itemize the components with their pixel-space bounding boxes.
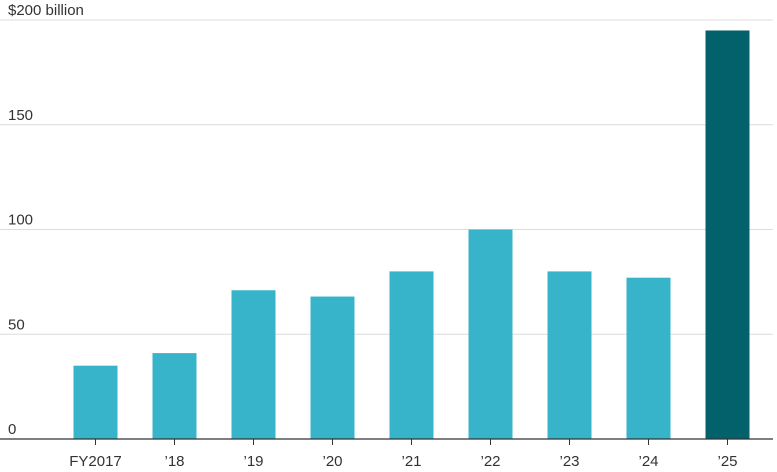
y-axis-labels: 0 50 100 150 $200 billion <box>8 2 84 438</box>
x-tick-label: ’20 <box>322 453 342 470</box>
x-tick-label: ’23 <box>559 453 579 470</box>
bars <box>73 30 750 439</box>
x-axis-ticks <box>95 439 728 445</box>
y-tick-label: 50 <box>8 316 25 333</box>
y-tick-label: 100 <box>8 212 33 229</box>
bar <box>152 353 197 439</box>
bar <box>626 277 671 439</box>
bar <box>73 365 118 439</box>
bar <box>468 229 513 439</box>
x-tick-label: ’18 <box>164 453 184 470</box>
y-tick-label: 150 <box>8 107 33 124</box>
y-tick-label: $200 billion <box>8 2 84 19</box>
bar <box>231 290 276 439</box>
x-tick-label: ’25 <box>717 453 737 470</box>
x-tick-label: ’21 <box>401 453 421 470</box>
bar <box>389 271 434 439</box>
x-axis-labels: FY2017 ’18 ’19 ’20 ’21 ’22 ’23 ’24 ’25 <box>69 453 737 470</box>
x-tick-label: ’22 <box>480 453 500 470</box>
bar <box>705 30 750 439</box>
bar <box>547 271 592 439</box>
x-tick-label: ’19 <box>243 453 263 470</box>
x-tick-label: ’24 <box>638 453 658 470</box>
y-tick-label: 0 <box>8 421 16 438</box>
bar <box>310 296 355 439</box>
x-tick-label: FY2017 <box>69 453 122 470</box>
